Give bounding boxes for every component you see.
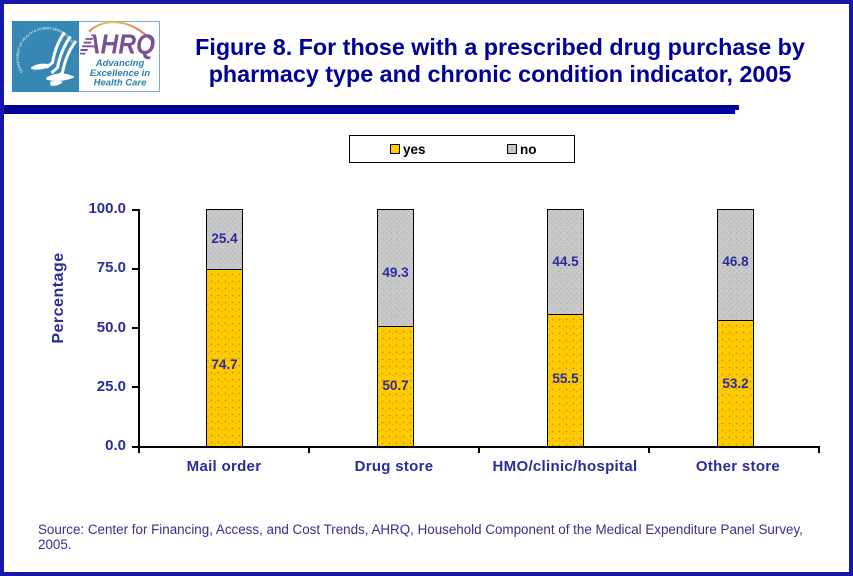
svg-text:AHRQ: AHRQ bbox=[82, 29, 155, 60]
svg-text:Advancing: Advancing bbox=[95, 58, 145, 69]
svg-text:Excellence in: Excellence in bbox=[90, 68, 150, 79]
svg-text:Health Care: Health Care bbox=[94, 78, 148, 89]
